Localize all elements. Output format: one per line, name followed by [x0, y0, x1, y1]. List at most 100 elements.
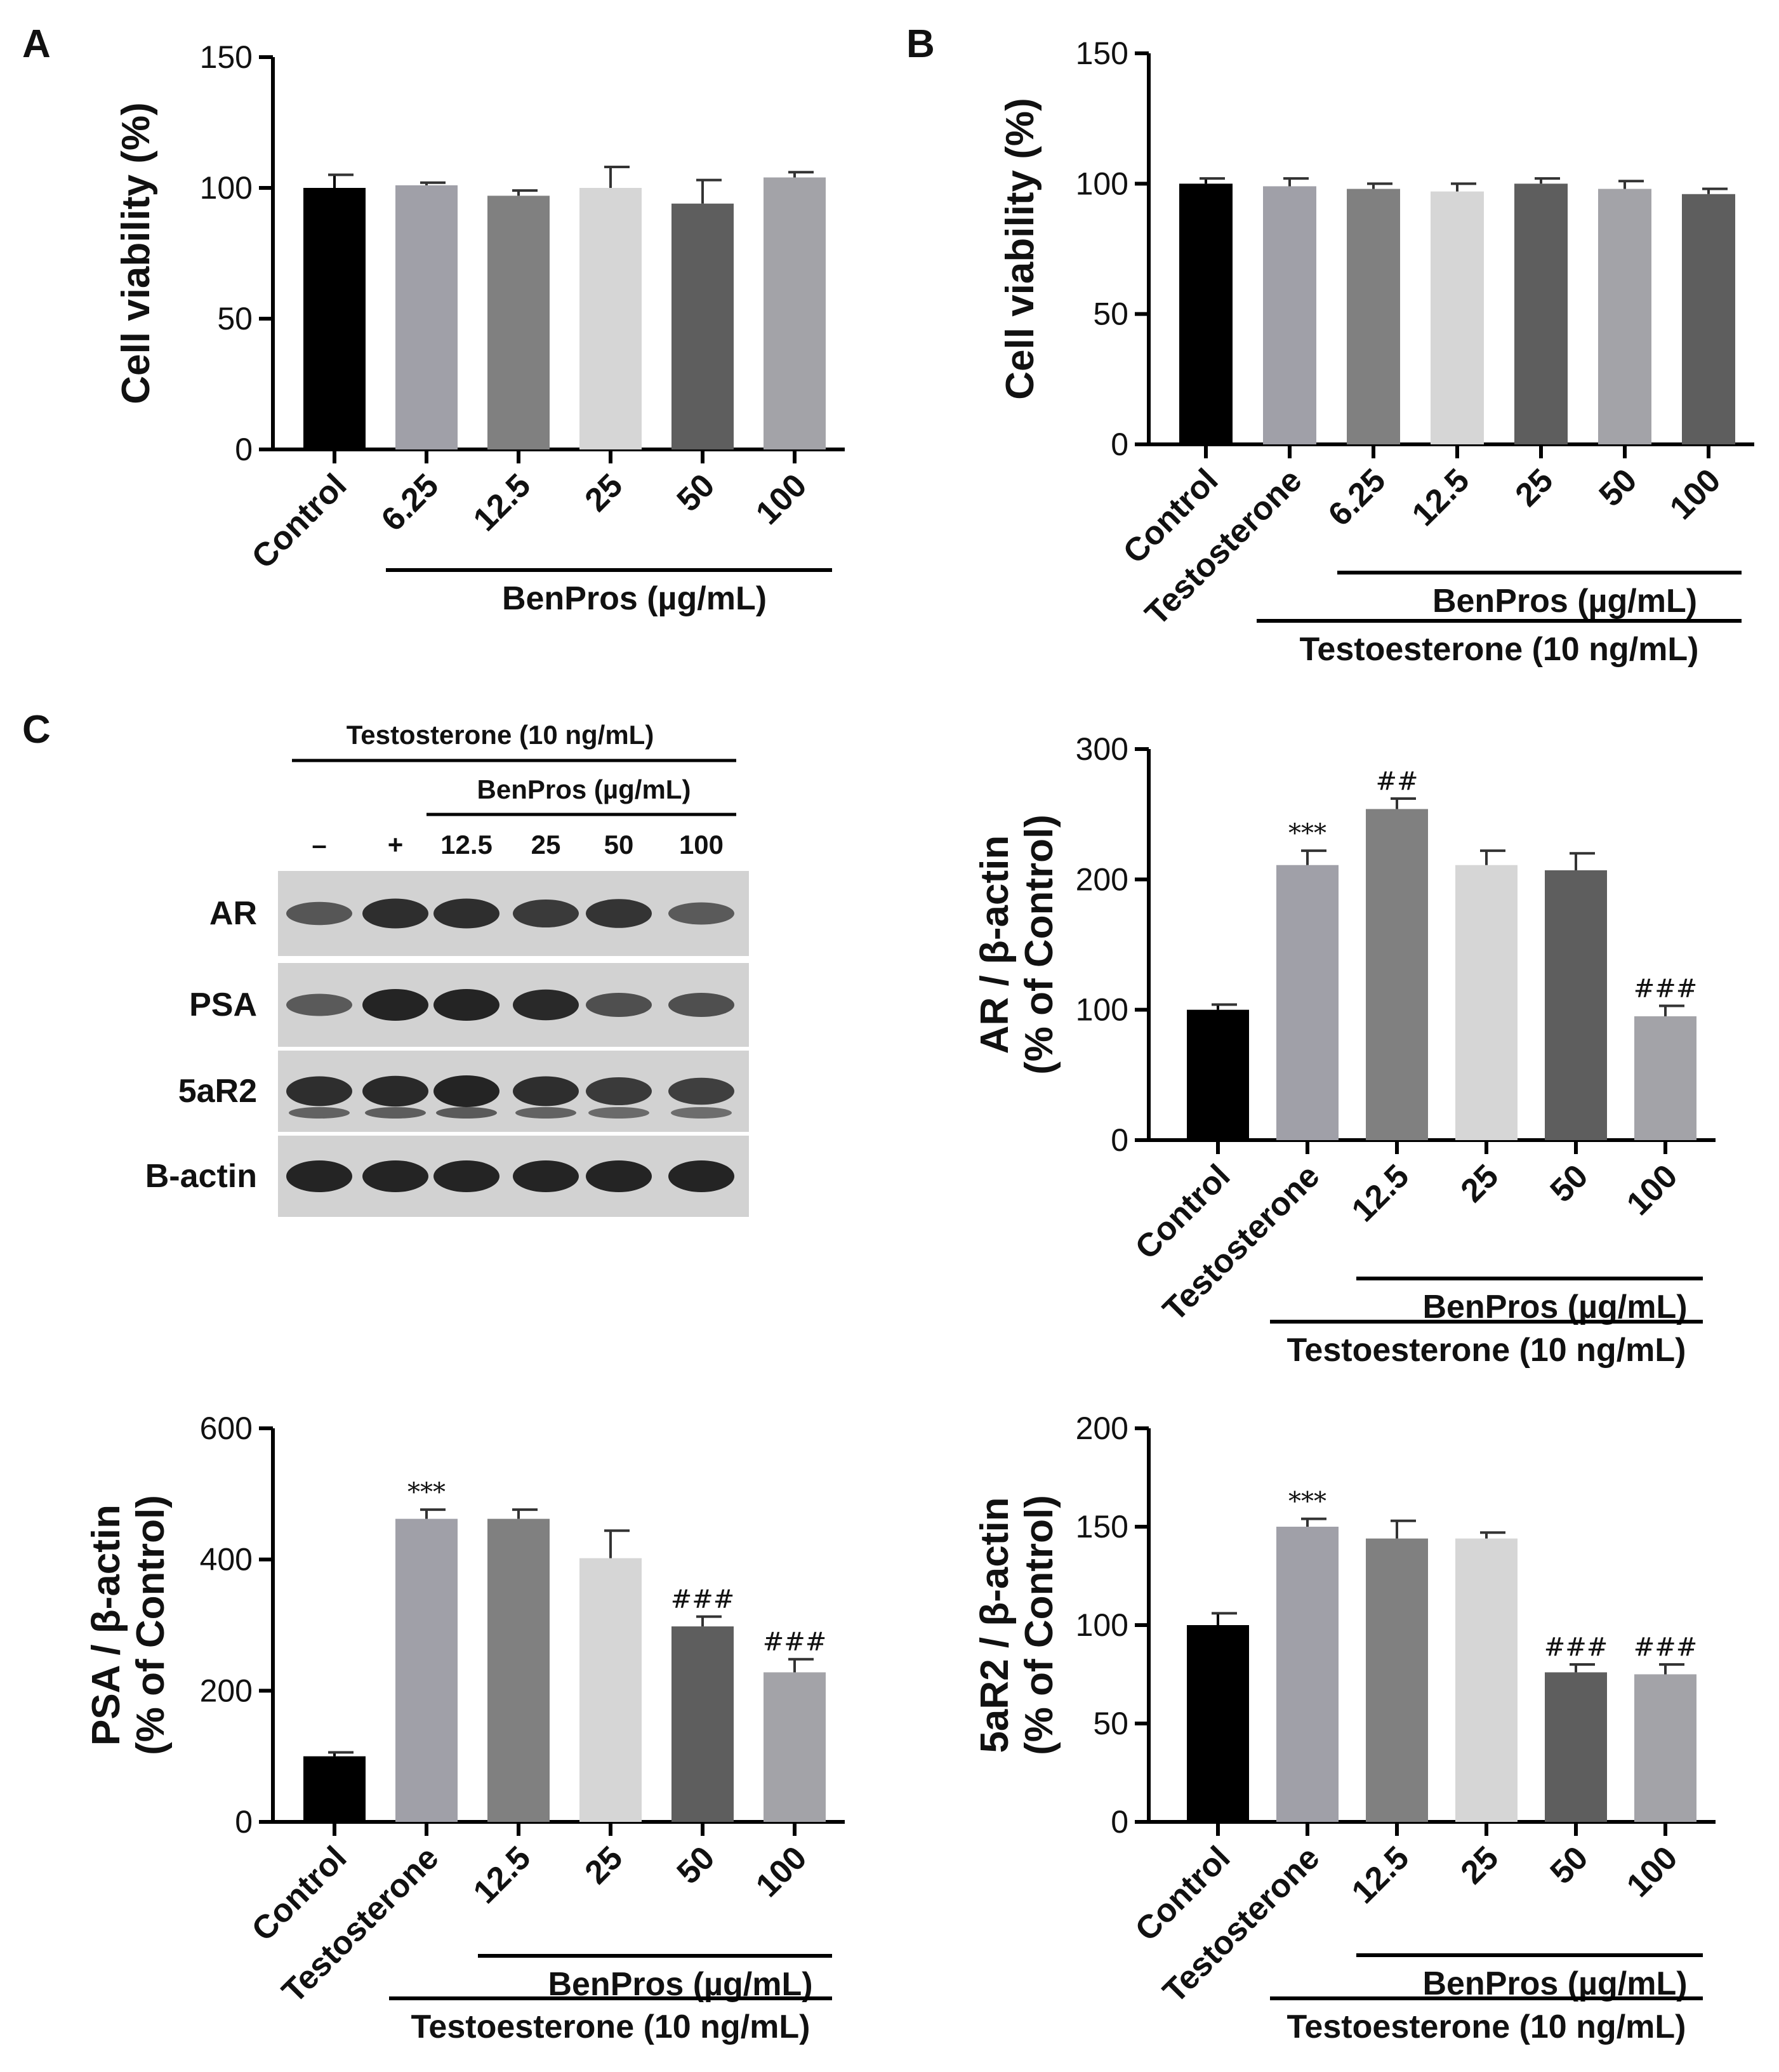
blot-row-label: 5aR2 — [178, 1073, 257, 1110]
y-tick-label: 200 — [200, 1673, 253, 1708]
bar — [764, 1672, 826, 1822]
x-tick-label: 100 — [1620, 1839, 1684, 1904]
blot-row-label: B-actin — [145, 1158, 257, 1195]
bar — [1276, 1527, 1339, 1822]
bar — [1545, 870, 1607, 1140]
blot-band — [365, 1107, 426, 1119]
x-tick-label: 12.5 — [466, 467, 538, 538]
y-axis-label: AR / β-actin — [973, 835, 1017, 1054]
x-tick-label: 100 — [1620, 1157, 1684, 1222]
x-tick-label: 6.25 — [374, 467, 446, 538]
bar — [671, 203, 734, 449]
blot-band — [433, 989, 499, 1021]
bar — [487, 196, 550, 449]
y-tick-label: 200 — [1076, 861, 1128, 897]
blot-band — [286, 901, 352, 926]
y-tick-label: 0 — [1111, 427, 1128, 462]
bar — [579, 188, 642, 449]
blot-gel: AR PSA 5aR2 B-actin — [145, 871, 749, 1217]
x-tick-label: 25 — [1509, 462, 1561, 514]
y-tick-label: 100 — [1076, 1607, 1128, 1643]
blot-lane-labels: – +12.5 25 50 100 — [312, 830, 724, 860]
blot-lane-label: 25 — [531, 830, 561, 860]
blot-row-label: AR — [209, 895, 257, 932]
y-tick-label: 100 — [1076, 166, 1128, 201]
bar — [1545, 1672, 1607, 1822]
blot-band — [668, 993, 734, 1017]
blot-band — [362, 898, 428, 929]
x-tick-label: Testosterone — [275, 1839, 446, 2010]
x-tick-label: 25 — [578, 1839, 630, 1891]
significance-label: ### — [763, 1628, 827, 1657]
x-tick-label: 25 — [1454, 1839, 1506, 1891]
blot-band — [588, 1107, 649, 1119]
panel-label-c: C — [22, 708, 51, 752]
y-tick-label: 300 — [1076, 731, 1128, 767]
blot-band — [433, 898, 499, 929]
blot-band — [289, 1107, 350, 1119]
x-tick-label: 12.5 — [1345, 1157, 1417, 1229]
blot-band — [668, 902, 734, 925]
blot-header: Testosterone (10 ng/mL) — [347, 720, 654, 750]
y-tick-label: 100 — [200, 170, 253, 206]
blot-band — [668, 1160, 734, 1192]
significance-label: ### — [1544, 1633, 1608, 1662]
blot-band — [513, 900, 579, 927]
blot-band — [513, 1076, 579, 1106]
bar — [1366, 1538, 1428, 1822]
blot-lane-label: – — [312, 830, 326, 860]
y-tick-label: 50 — [1093, 1706, 1128, 1741]
x-tick-label: 100 — [749, 467, 814, 531]
bar — [1514, 183, 1568, 444]
blot-band — [362, 1075, 428, 1107]
significance-label: ### — [1634, 974, 1698, 1004]
blot-band — [668, 1077, 734, 1105]
y-tick-label: 200 — [1076, 1411, 1128, 1446]
blot-band — [586, 899, 652, 928]
significance-label: *** — [1288, 1487, 1326, 1517]
group-label: BenPros (µg/mL) — [502, 580, 767, 617]
significance-label: *** — [407, 1478, 446, 1507]
x-tick-label: Testosterone — [1156, 1157, 1326, 1328]
blot-band — [362, 989, 428, 1021]
bar — [1263, 186, 1316, 444]
blot-lane-label: 12.5 — [440, 830, 493, 860]
x-tick-label: 50 — [1592, 462, 1644, 514]
significance-label: ## — [1375, 767, 1418, 796]
group-label: Testoesterone (10 ng/mL) — [411, 2009, 810, 2045]
x-tick-label: 6.25 — [1321, 462, 1393, 533]
blot-band — [286, 1160, 352, 1192]
significance-label: ### — [1634, 1633, 1698, 1662]
y-tick-label: 150 — [1076, 1509, 1128, 1544]
blot-lane-label: 50 — [604, 830, 634, 860]
bar — [764, 177, 826, 449]
y-axis-label: Cell viability (%) — [114, 102, 158, 404]
blot-band — [586, 1077, 652, 1105]
y-axis-label: PSA / β-actin — [84, 1504, 128, 1746]
blot-row-label: PSA — [189, 986, 257, 1023]
blot-lane-label: 100 — [679, 830, 724, 860]
bar — [303, 188, 366, 449]
blot-band — [362, 1160, 428, 1192]
panel-label-b: B — [906, 22, 935, 66]
blot-band — [513, 1160, 579, 1192]
x-tick-label: 50 — [1544, 1157, 1596, 1209]
x-tick-label: 100 — [749, 1839, 814, 1904]
bar — [1455, 865, 1518, 1140]
bar — [671, 1626, 734, 1822]
x-tick-label: Testosterone — [1156, 1839, 1326, 2010]
blot-band — [513, 989, 579, 1021]
bar — [579, 1558, 642, 1822]
group-label: Testoesterone (10 ng/mL) — [1300, 631, 1699, 668]
bar — [1187, 1625, 1249, 1822]
y-tick-label: 0 — [235, 432, 253, 467]
group-label: BenPros (µg/mL) — [1432, 583, 1697, 620]
group-label: BenPros (µg/mL) — [1422, 1289, 1687, 1325]
y-axis-label: Cell viability (%) — [998, 98, 1042, 399]
y-tick-label: 50 — [217, 301, 253, 336]
significance-label: ### — [671, 1585, 735, 1614]
bar — [1431, 191, 1484, 444]
blot-band — [286, 1076, 352, 1106]
bar — [487, 1518, 550, 1822]
